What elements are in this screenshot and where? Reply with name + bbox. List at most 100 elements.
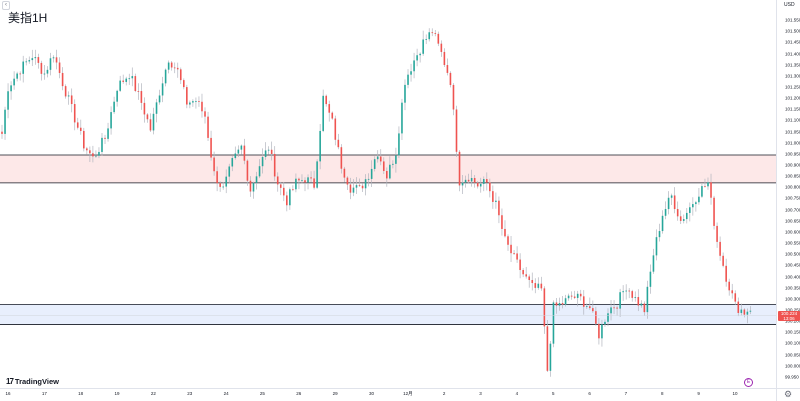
price-axis[interactable]: USD 101.550 101.500 101.450 101.400 101.350 1… [776,0,800,388]
candle[interactable] [34,49,37,65]
candle[interactable] [73,99,76,131]
candle[interactable] [701,184,703,198]
support-zone[interactable] [0,304,776,325]
candle[interactable] [589,297,591,310]
candle[interactable] [467,173,470,184]
candle[interactable] [710,173,712,205]
candle[interactable] [252,181,255,199]
candle[interactable] [282,182,285,202]
candle[interactable] [167,60,170,74]
candle[interactable] [731,283,734,299]
candle[interactable] [679,210,682,225]
candle[interactable] [398,126,400,159]
candle[interactable] [682,214,685,224]
candle[interactable] [673,187,676,214]
candle[interactable] [25,58,28,66]
candle[interactable] [128,73,131,85]
candle[interactable] [401,98,403,141]
candle[interactable] [179,67,182,84]
candle[interactable] [489,178,491,198]
candle[interactable] [516,246,518,263]
candle[interactable] [286,191,288,212]
candle[interactable] [504,220,506,238]
candle[interactable] [173,62,176,74]
candle[interactable] [249,176,252,197]
candle[interactable] [531,272,534,291]
candle[interactable] [122,74,124,84]
candle[interactable] [10,81,12,100]
candle[interactable] [446,58,449,76]
candle[interactable] [279,181,282,196]
candle[interactable] [631,289,634,302]
candle[interactable] [643,301,646,316]
candle[interactable] [713,195,715,230]
candle[interactable] [292,185,294,192]
candle[interactable] [176,62,179,78]
candle[interactable] [358,178,361,187]
candle[interactable] [707,177,709,190]
candle[interactable] [22,55,25,83]
candlestick-chart[interactable] [0,0,776,388]
candle[interactable] [258,159,261,179]
candle[interactable] [134,73,137,93]
candle[interactable] [646,280,649,319]
candle[interactable] [407,69,409,89]
candle[interactable] [537,277,540,290]
candle[interactable] [473,174,476,188]
candle[interactable] [146,113,149,123]
candle[interactable] [449,71,452,88]
candle[interactable] [364,174,367,196]
candle[interactable] [110,106,112,135]
candle[interactable] [255,171,258,190]
candle[interactable] [276,172,279,192]
candle[interactable] [295,173,297,193]
candle[interactable] [513,250,515,256]
candle[interactable] [519,253,521,279]
candle[interactable] [425,34,427,45]
candle[interactable] [492,185,494,209]
candle[interactable] [386,167,388,187]
economic-event-icon[interactable]: E [744,378,753,387]
candle[interactable] [482,176,485,192]
candle[interactable] [616,305,618,316]
candle[interactable] [698,187,700,205]
candle[interactable] [510,236,512,262]
candle[interactable] [79,119,82,135]
collapse-toolbar-button[interactable]: ‹ [2,1,10,10]
candle[interactable] [237,145,240,157]
candle[interactable] [470,169,473,187]
candle[interactable] [525,266,527,279]
candle[interactable] [476,181,479,189]
candle[interactable] [137,83,140,100]
candle[interactable] [52,55,55,63]
candle[interactable] [634,291,637,302]
candle[interactable] [264,142,267,160]
candle[interactable] [564,294,567,307]
candle[interactable] [70,88,73,113]
candle[interactable] [340,144,343,174]
candle[interactable] [195,97,197,109]
time-axis[interactable]: 16 17 18 19 22 23 24 25 26 29 30 12月 2 3 4 5 6 7 8 9 10 [0,388,776,401]
candle[interactable] [658,223,661,242]
candle[interactable] [667,191,670,215]
candle[interactable] [267,146,270,155]
candle[interactable] [640,300,643,308]
candle[interactable] [207,111,209,141]
candle[interactable] [370,160,373,188]
candle[interactable] [198,96,200,107]
candle[interactable] [552,300,555,348]
candle[interactable] [234,146,237,160]
candle[interactable] [352,179,355,197]
candle[interactable] [186,84,188,109]
candle[interactable] [392,160,394,169]
candle[interactable] [216,166,218,192]
candle[interactable] [331,111,334,120]
candle[interactable] [422,30,424,56]
candle[interactable] [522,268,524,278]
candle[interactable] [725,258,727,287]
candle[interactable] [585,303,588,310]
candle[interactable] [19,71,21,81]
candle[interactable] [573,290,576,300]
candle[interactable] [413,52,415,79]
axis-settings[interactable]: ⚙ [776,388,800,401]
